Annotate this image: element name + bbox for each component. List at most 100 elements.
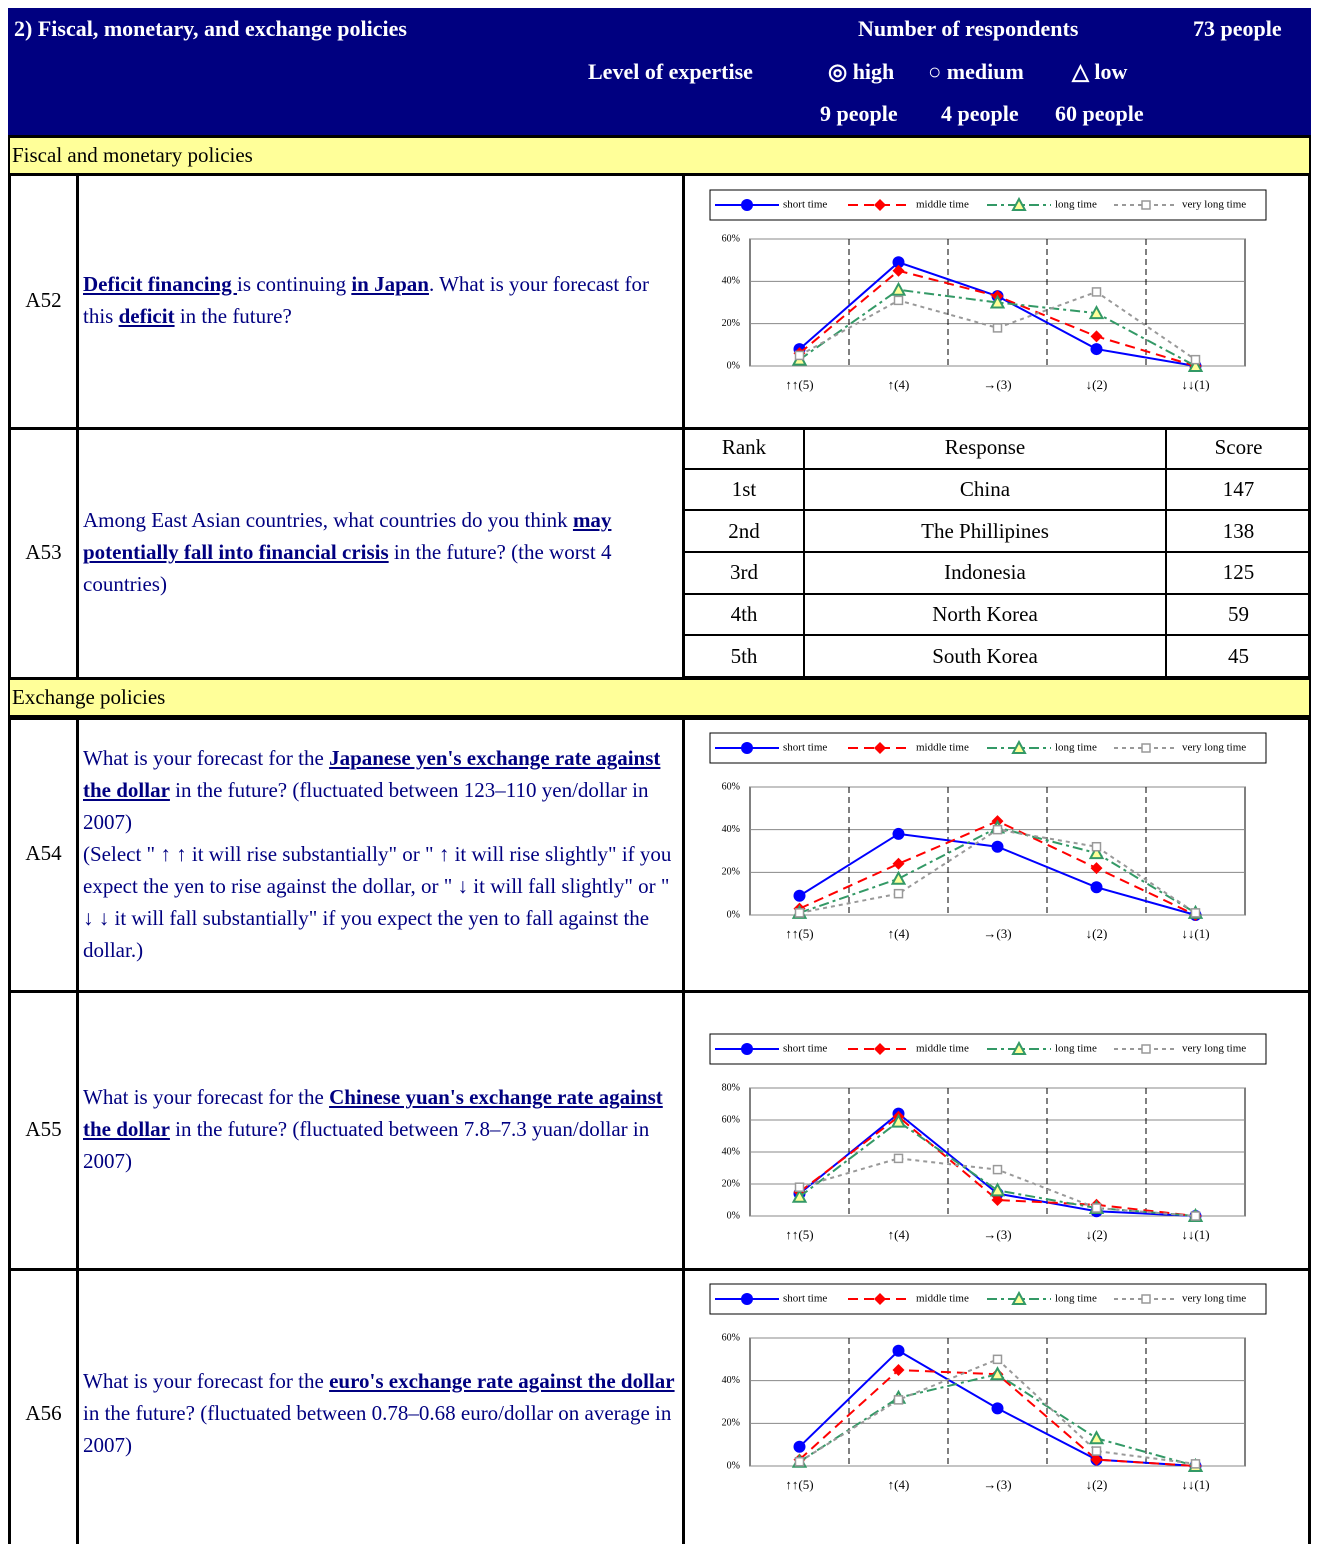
y-tick-label: 20%: [722, 1418, 740, 1429]
col-line: [76, 1268, 79, 1544]
series-line: [798, 1115, 1196, 1217]
x-tick-label: ↑(4): [888, 377, 910, 392]
header-band: [8, 8, 1311, 135]
question-text: What is your forecast for the Chinese yu…: [83, 990, 679, 1268]
y-tick-label: 60%: [722, 781, 740, 792]
table-cell: Indonesia: [804, 552, 1166, 594]
marker: [893, 1153, 904, 1164]
col-line: [682, 173, 685, 427]
table-cell: 1st: [684, 468, 804, 511]
x-tick-label: ↓↓(1): [1181, 1227, 1209, 1242]
section-row: Fiscal and monetary policies: [8, 135, 1311, 175]
col-line: [76, 427, 79, 677]
x-tick-label: ↑↑(5): [785, 926, 813, 941]
x-tick-label: →(3): [983, 926, 1011, 941]
legend-label: very long time: [1182, 1043, 1246, 1055]
marker: [1088, 304, 1105, 320]
col-line: [682, 1268, 685, 1544]
emphasis: Japanese yen's exchange rate against the…: [83, 745, 661, 802]
y-tick-label: 0%: [727, 360, 740, 371]
table-header: Rank: [684, 427, 804, 469]
x-tick-label: ↑↑(5): [785, 377, 813, 392]
marker: [741, 1043, 753, 1055]
marker: [1011, 1290, 1027, 1305]
marker: [1141, 200, 1151, 210]
col-line: [76, 717, 79, 990]
text-run: in the future? (fluctuated between 123–1…: [83, 777, 649, 834]
legend-label: very long time: [1182, 199, 1246, 211]
x-tick-label: ↑↑(5): [785, 1477, 813, 1492]
level-count: 60 people: [1055, 101, 1144, 126]
section-title: Exchange policies: [12, 685, 166, 709]
y-tick-label: 0%: [727, 1460, 740, 1471]
marker: [793, 1440, 806, 1453]
legend-label: middle time: [916, 199, 969, 211]
marker: [794, 1182, 805, 1192]
section-row: Exchange policies: [8, 677, 1311, 717]
text-run: Among East Asian countries, what countri…: [83, 508, 573, 532]
marker: [1141, 743, 1151, 753]
legend-label: long time: [1055, 199, 1097, 211]
col-line: [682, 717, 685, 990]
emphasis: Deficit financing: [83, 272, 237, 296]
series-line: [798, 1120, 1196, 1217]
question-id: A55: [25, 1116, 62, 1141]
marker: [1090, 881, 1103, 894]
marker: [989, 1366, 1006, 1381]
legend-label: short time: [783, 199, 827, 211]
marker: [874, 1293, 886, 1305]
x-tick-label: ↓↓(1): [1181, 1477, 1209, 1492]
legend-label: short time: [783, 1293, 827, 1305]
legend-label: long time: [1055, 1043, 1097, 1055]
series-line: [798, 288, 1196, 367]
chart: short time middle time long time very long …: [709, 189, 1267, 392]
x-tick-label: ↑(4): [888, 926, 910, 941]
table-header: Response: [804, 427, 1166, 469]
legend-label: middle time: [916, 1043, 969, 1055]
marker: [793, 889, 806, 902]
marker: [893, 295, 904, 306]
marker: [1190, 908, 1201, 918]
x-tick-label: ↑(4): [888, 1227, 910, 1242]
y-tick-label: 40%: [722, 1375, 740, 1386]
table-cell: 45: [1166, 635, 1311, 677]
marker: [892, 827, 905, 840]
y-tick-label: 40%: [722, 1146, 740, 1157]
question-text: Deficit financing is continuing in Japan…: [83, 173, 679, 427]
table-cell: China: [804, 468, 1166, 511]
level-label: ◎ high: [828, 59, 895, 84]
marker: [874, 742, 886, 754]
y-tick-label: 60%: [722, 1332, 740, 1343]
chart: short time middle time long time very long …: [709, 1283, 1267, 1492]
paragraph: What is your forecast for the Japanese y…: [83, 742, 679, 838]
marker: [741, 199, 753, 211]
x-tick-label: ↓(2): [1086, 1477, 1108, 1492]
emphasis: Chinese yuan's exchange rate against the…: [83, 1085, 663, 1141]
paragraph: Among East Asian countries, what countri…: [83, 504, 679, 600]
question-row: [8, 173, 1311, 427]
col-line: [76, 173, 79, 427]
expertise-label: Level of expertise: [588, 59, 753, 84]
marker: [741, 742, 753, 754]
legend-label: very long time: [1182, 1293, 1246, 1305]
col-line: [682, 427, 685, 677]
marker: [1090, 1453, 1103, 1466]
paragraph: Deficit financing is continuing in Japan…: [83, 268, 679, 332]
y-tick-label: 40%: [722, 276, 740, 287]
question-id: A52: [25, 287, 62, 312]
marker: [1190, 1211, 1201, 1221]
x-tick-label: →(3): [983, 1227, 1011, 1242]
section-title: Fiscal and monetary policies: [12, 143, 253, 167]
text-run: What is your forecast for the: [83, 1369, 330, 1393]
text-run: is continuing: [236, 272, 352, 296]
col-line: [76, 990, 79, 1268]
marker: [892, 256, 905, 269]
text-run: in the future?: [174, 304, 292, 328]
x-tick-label: →(3): [983, 1477, 1011, 1492]
table-cell: 3rd: [684, 552, 804, 594]
marker: [890, 281, 907, 296]
question-text: Among East Asian countries, what countri…: [83, 427, 679, 677]
emphasis: may potentially fall into financial cris…: [83, 508, 612, 564]
paragraph: (Select " ↑ ↑ it will rise substantially…: [83, 838, 679, 966]
table-cell: 147: [1166, 468, 1311, 511]
